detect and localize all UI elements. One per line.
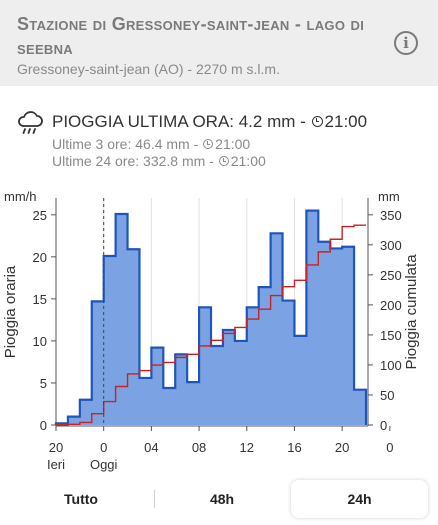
right-unit-label: mm — [378, 189, 400, 204]
station-header: Stazione di Gressoney-saint-jean - lago … — [0, 0, 438, 86]
rain-last-hour-label: PIOGGIA ULTIMA ORA: 4.2 mm - — [52, 112, 306, 131]
cloud-rain-icon — [18, 111, 43, 134]
tab-tutto[interactable]: Tutto — [64, 491, 98, 507]
y2-tick-label: 250 — [380, 268, 402, 283]
x-tick-label: 0 — [100, 440, 107, 455]
y-tick-label: 10 — [33, 334, 47, 349]
y-tick-label: 20 — [33, 250, 47, 265]
rain-last-3h: Ultime 3 ore: 46.4 mm - 21:00 — [52, 136, 250, 152]
range-tabs: Tutto 48h 24h — [8, 480, 430, 518]
rain-last-3h-label: Ultime 3 ore: 46.4 mm - — [52, 136, 199, 152]
y2-tick-label: 200 — [380, 298, 402, 313]
tab-48h[interactable]: 48h — [209, 491, 235, 507]
y-tick-label: 15 — [33, 292, 47, 307]
x-tick-label: 20 — [49, 440, 63, 455]
y2-tick-label: 50 — [380, 388, 394, 403]
x-tick-sublabel: Ieri — [47, 457, 65, 472]
clock-icon — [311, 116, 323, 127]
rain-last-hour: PIOGGIA ULTIMA ORA: 4.2 mm - 21:00 — [52, 112, 367, 132]
rain-last-hour-time: 21:00 — [324, 112, 368, 131]
x-tick-label: 12 — [240, 440, 254, 455]
cumulative-line — [55, 224, 366, 426]
rain-chart: 051015202505010015020025030035020Ieri0Og… — [2, 189, 420, 472]
y2-tick-label: 150 — [380, 328, 402, 343]
y-tick-label: 0 — [40, 418, 47, 433]
info-icon[interactable]: i — [394, 31, 418, 55]
x-tick-label: 0 — [386, 440, 393, 455]
x-tick-label: 08 — [192, 440, 206, 455]
rain-last-24h: Ultime 24 ore: 332.8 mm - 21:00 — [52, 153, 266, 169]
x-tick-sublabel: Oggi — [90, 457, 118, 472]
rain-last-24h-label: Ultime 24 ore: 332.8 mm - — [52, 153, 214, 169]
y2-tick-label: 100 — [380, 358, 402, 373]
y2-tick-label: 350 — [380, 208, 402, 223]
y2-tick-label: 300 — [380, 238, 402, 253]
y2-axis-title: Pioggia cumulata — [403, 254, 420, 370]
clock-icon — [218, 156, 229, 166]
tab-24h[interactable]: 24h — [291, 480, 428, 518]
y-tick-label: 25 — [33, 208, 47, 223]
x-tick-label: 04 — [144, 440, 158, 455]
y2-tick-label: 0 — [380, 418, 387, 433]
rain-last-3h-time: 21:00 — [215, 136, 251, 152]
rain-last-24h-time: 21:00 — [230, 153, 266, 169]
x-tick-label: 16 — [287, 440, 301, 455]
y-tick-label: 5 — [40, 376, 47, 391]
station-title: Stazione di Gressoney-saint-jean - lago … — [17, 14, 365, 58]
clock-icon — [203, 139, 214, 149]
y-axis-title: Pioggia oraria — [2, 265, 19, 358]
station-subtitle: Gressoney-saint-jean (AO) - 2270 m s.l.m… — [17, 61, 280, 77]
tab-divider — [154, 490, 155, 508]
x-tick-label: 20 — [335, 440, 349, 455]
left-unit-label: mm/h — [4, 189, 37, 204]
hourly-bars-outline — [54, 209, 368, 425]
